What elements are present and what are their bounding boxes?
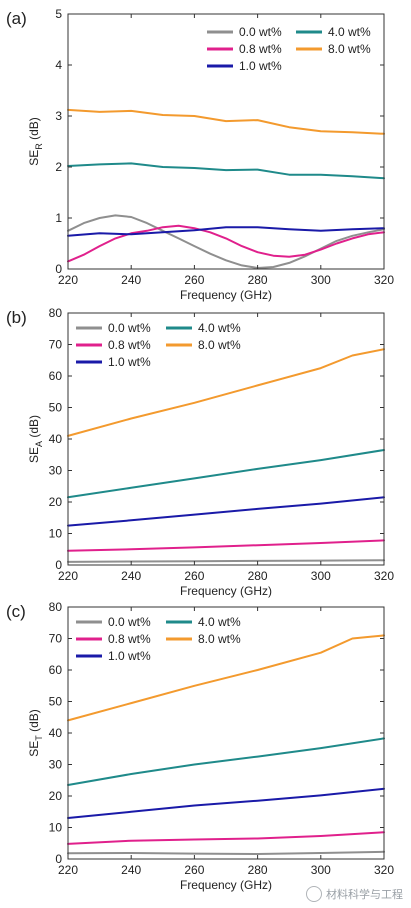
y-tick-label: 70 — [49, 338, 63, 352]
x-tick-label: 220 — [58, 273, 78, 287]
x-axis-title: Frequency (GHz) — [180, 878, 272, 892]
legend-label: 0.0 wt% — [108, 615, 151, 629]
y-tick-label: 4 — [55, 58, 62, 72]
legend-label: 1.0 wt% — [108, 649, 151, 663]
x-tick-label: 280 — [248, 863, 268, 877]
x-tick-label: 320 — [374, 569, 394, 583]
panel-label: (b) — [6, 308, 27, 327]
y-axis-title: SER (dB) — [27, 117, 44, 166]
series-line-2-5 — [67, 348, 385, 437]
y-tick-label: 30 — [49, 464, 63, 478]
x-tick-label: 240 — [121, 863, 141, 877]
x-tick-label: 300 — [311, 569, 331, 583]
x-tick-label: 240 — [121, 569, 141, 583]
y-tick-label: 0 — [55, 262, 62, 276]
y-axis-title: SET (dB) — [27, 709, 44, 757]
y-tick-label: 10 — [49, 527, 63, 541]
legend-label: 0.0 wt% — [239, 25, 282, 39]
x-axis-title: Frequency (GHz) — [180, 584, 272, 598]
y-tick-label: 2 — [55, 160, 62, 174]
x-tick-label: 220 — [58, 569, 78, 583]
y-tick-label: 70 — [49, 632, 63, 646]
y-tick-label: 20 — [49, 789, 63, 803]
wechat-icon — [306, 886, 322, 902]
series-line-1-1 — [67, 214, 385, 269]
series-line-3-1 — [67, 850, 385, 855]
series-line-1-5 — [67, 108, 385, 135]
series-line-2-1 — [67, 559, 385, 563]
series-line-3-2 — [67, 831, 385, 845]
x-tick-label: 240 — [121, 273, 141, 287]
y-tick-label: 0 — [55, 852, 62, 866]
series-line-2-3 — [67, 496, 385, 527]
legend-label: 4.0 wt% — [328, 25, 371, 39]
y-tick-label: 10 — [49, 821, 63, 835]
y-tick-label: 80 — [49, 306, 63, 320]
panel-label: (c) — [6, 602, 26, 621]
x-tick-label: 260 — [184, 273, 204, 287]
y-tick-label: 0 — [55, 558, 62, 572]
x-tick-label: 320 — [374, 863, 394, 877]
legend-label: 8.0 wt% — [198, 338, 241, 352]
y-tick-label: 50 — [49, 401, 63, 415]
x-tick-label: 280 — [248, 569, 268, 583]
x-tick-label: 300 — [311, 273, 331, 287]
legend-label: 8.0 wt% — [328, 42, 371, 56]
plot-frame — [67, 13, 385, 270]
y-tick-label: 20 — [49, 495, 63, 509]
series-line-2-4 — [67, 449, 385, 499]
y-tick-label: 60 — [49, 369, 63, 383]
watermark-text: 材料科学与工程 — [326, 888, 403, 901]
y-tick-label: 1 — [55, 211, 62, 225]
legend-label: 1.0 wt% — [239, 59, 282, 73]
series-line-3-4 — [67, 737, 385, 786]
x-tick-label: 260 — [184, 569, 204, 583]
x-axis-title: Frequency (GHz) — [180, 288, 272, 302]
y-tick-label: 40 — [49, 432, 63, 446]
y-tick-label: 50 — [49, 695, 63, 709]
legend-label: 0.8 wt% — [108, 632, 151, 646]
series-line-1-4 — [67, 162, 385, 180]
legend-label: 1.0 wt% — [108, 355, 151, 369]
y-tick-label: 30 — [49, 758, 63, 772]
series-line-2-2 — [67, 539, 385, 552]
x-tick-label: 220 — [58, 863, 78, 877]
series-line-3-5 — [67, 634, 385, 722]
legend-label: 8.0 wt% — [198, 632, 241, 646]
series-line-1-2 — [67, 224, 385, 263]
y-axis-title: SEA (dB) — [27, 415, 44, 463]
series-line-3-3 — [67, 787, 385, 819]
x-tick-label: 280 — [248, 273, 268, 287]
chart-panel-3: 220 240 260 280 300 320 0 10 20 30 40 50 60 70 80 Frequ… — [6, 600, 394, 892]
legend-label: 0.0 wt% — [108, 321, 151, 335]
x-tick-label: 260 — [184, 863, 204, 877]
y-tick-label: 80 — [49, 600, 63, 614]
legend-label: 4.0 wt% — [198, 615, 241, 629]
series-line-1-3 — [67, 226, 385, 237]
chart-panel-2: 220 240 260 280 300 320 0 10 20 30 40 50 60 70 80 Frequ… — [6, 306, 394, 598]
y-tick-label: 3 — [55, 109, 62, 123]
y-tick-label: 40 — [49, 726, 63, 740]
x-tick-label: 300 — [311, 863, 331, 877]
legend-label: 0.8 wt% — [108, 338, 151, 352]
legend-label: 4.0 wt% — [198, 321, 241, 335]
watermark: 材料科学与工程 — [306, 886, 403, 902]
y-tick-label: 60 — [49, 663, 63, 677]
x-tick-label: 320 — [374, 273, 394, 287]
y-tick-label: 5 — [55, 7, 62, 21]
panel-label: (a) — [6, 9, 27, 28]
chart-panel-1: 220 240 260 280 300 320 0 1 2 3 4 5 Frequency (GHz) S… — [6, 7, 394, 302]
legend-label: 0.8 wt% — [239, 42, 282, 56]
